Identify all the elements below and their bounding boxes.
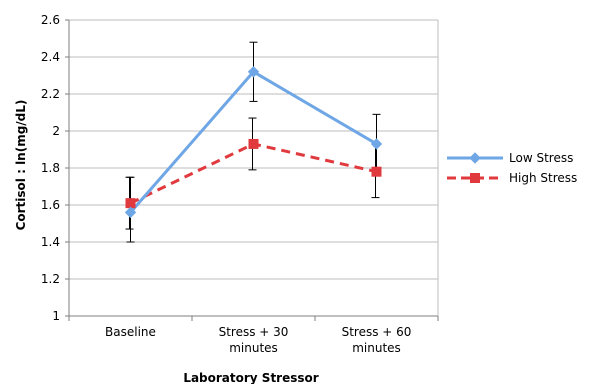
legend-item: Low Stress	[447, 151, 573, 165]
x-axis-title: Laboratory Stressor	[183, 371, 318, 384]
legend-label: High Stress	[509, 171, 577, 185]
y-tick-label: 2.4	[41, 50, 60, 64]
y-axis-title: Cortisol : ln(mg/dL)	[14, 100, 28, 231]
legend-swatch-marker	[470, 173, 480, 183]
data-point	[124, 206, 137, 219]
data-point	[125, 198, 136, 209]
data-point	[247, 66, 260, 78]
y-tick-label: 2.6	[41, 13, 60, 27]
x-tick-label: Baseline	[105, 325, 156, 339]
legend-label: Low Stress	[509, 151, 573, 165]
y-tick-label: 1.2	[41, 272, 60, 286]
y-tick-label: 1.4	[41, 235, 60, 249]
x-tick-label-line: Stress + 30	[219, 325, 289, 339]
x-tick-label: Stress + 60 minutes	[342, 325, 412, 355]
x-tick-label-line: Stress + 60	[342, 325, 412, 339]
x-tick-label-line: Baseline	[105, 325, 156, 339]
legend-item: High Stress	[447, 171, 577, 185]
y-tick-label: 1.8	[41, 161, 60, 175]
y-tick-label: 2.2	[41, 87, 60, 101]
markers	[124, 66, 383, 219]
y-tick-label: 1.6	[41, 198, 60, 212]
data-point	[370, 138, 383, 150]
axes	[65, 19, 439, 321]
y-tick-label: 1	[52, 309, 60, 323]
x-tick-label-line: minutes	[352, 341, 401, 355]
legend: Low Stress High Stress	[447, 151, 577, 185]
legend-swatch-marker	[469, 152, 481, 164]
data-point	[248, 138, 259, 149]
tick-labels: 1 1.2 1.4 1.6 1.8 2 2.2 2.4 2.6 Baseline Stress + …	[41, 13, 412, 355]
x-tick-label: Stress + 30 minutes	[219, 325, 289, 355]
series-line	[129, 142, 377, 205]
y-tick-label: 2	[52, 124, 60, 138]
x-tick-label-line: minutes	[229, 341, 278, 355]
data-point	[371, 166, 382, 177]
